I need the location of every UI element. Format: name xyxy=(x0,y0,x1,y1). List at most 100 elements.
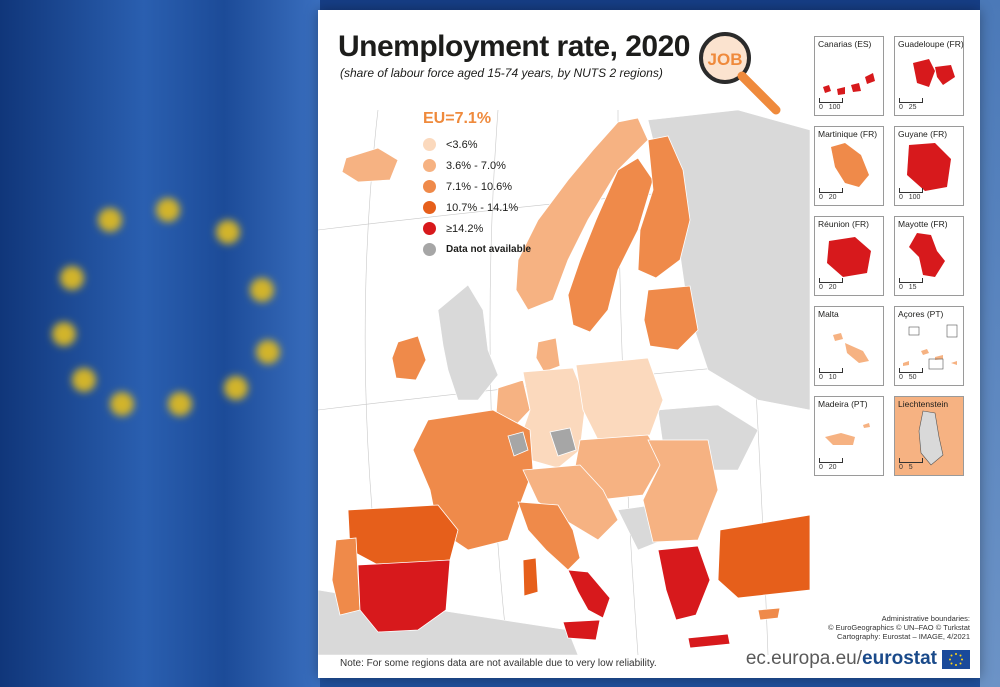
inset-label: Madeira (PT) xyxy=(818,399,868,409)
inset-guadeloupe: Guadeloupe (FR) 0 25 xyxy=(894,36,964,116)
job-badge: JOB xyxy=(708,50,743,69)
scale-bar: 0 100 xyxy=(899,188,923,201)
page-title: Unemployment rate, 2020 xyxy=(338,30,690,63)
inset-label: Açores (PT) xyxy=(898,309,944,319)
scale-bar: 0 25 xyxy=(899,98,923,111)
scale-bar: 0 5 xyxy=(899,458,923,471)
inset-canarias: Canarias (ES) 0 100 xyxy=(814,36,884,116)
inset-shape xyxy=(827,237,871,277)
map-legend: EU=7.1% <3.6% 3.6% - 7.0% 7.1% - 10.6% 1… xyxy=(423,110,531,260)
scale-bar: 0 20 xyxy=(819,278,843,291)
inset-shape xyxy=(823,73,875,95)
map-credits: Administrative boundaries: © EuroGeograp… xyxy=(828,614,970,641)
inset-shape xyxy=(833,333,869,363)
region-sardinia xyxy=(522,557,539,597)
inset-shape xyxy=(903,324,958,370)
inset-shape xyxy=(913,59,955,87)
inset-shape xyxy=(825,423,870,445)
region-baltics xyxy=(643,285,699,351)
region-poland xyxy=(575,357,664,441)
great-britain-shape xyxy=(437,284,499,401)
inset-label: Réunion (FR) xyxy=(818,219,870,229)
legend-swatch xyxy=(423,243,436,256)
legend-item: 3.6% - 7.0% xyxy=(423,155,531,176)
region-greece xyxy=(657,545,711,621)
inset-label: Liechtenstein xyxy=(898,399,949,409)
legend-swatch xyxy=(423,180,436,193)
inset-martinique: Martinique (FR) 0 20 xyxy=(814,126,884,206)
region-spain-south xyxy=(357,559,451,633)
inset-madeira: Madeira (PT) 0 20 xyxy=(814,396,884,476)
legend-label: 7.1% - 10.6% xyxy=(446,180,513,193)
flag-edge xyxy=(980,0,1000,687)
inset-label: Guadeloupe (FR) xyxy=(898,39,964,49)
inset-liechtenstein: Liechtenstein 0 5 xyxy=(894,396,964,476)
region-ireland xyxy=(391,335,427,381)
scale-bar: 0 20 xyxy=(819,188,843,201)
inset-shape xyxy=(831,143,869,187)
brand-url: ec.europa.eu/ xyxy=(745,648,863,669)
region-germany xyxy=(522,367,587,469)
scale-bar: 0 100 xyxy=(819,98,843,111)
region-crete xyxy=(687,633,731,649)
eu-flag-icon xyxy=(942,649,970,669)
eu-flag-background xyxy=(0,0,320,687)
legend-swatch xyxy=(423,159,436,172)
legend-swatch xyxy=(423,201,436,214)
scale-bar: 0 10 xyxy=(819,368,843,381)
footnote: Note: For some regions data are not avai… xyxy=(340,658,657,669)
region-italy-south xyxy=(567,569,611,619)
legend-item: <3.6% xyxy=(423,134,531,155)
eurostat-brand[interactable]: ec.europa.eu/eurostat xyxy=(746,648,970,670)
inset-mayotte: Mayotte (FR) 0 15 xyxy=(894,216,964,296)
region-no-data-2 xyxy=(549,427,577,457)
region-norway xyxy=(515,117,649,311)
inset-label: Martinique (FR) xyxy=(818,129,878,139)
region-no-data-1 xyxy=(507,431,529,457)
legend-label: <3.6% xyxy=(446,138,478,151)
legend-item: ≥14.2% xyxy=(423,218,531,239)
scale-bar: 0 20 xyxy=(819,458,843,471)
inset-label: Malta xyxy=(818,309,839,319)
infographic-card: Unemployment rate, 2020 (share of labour… xyxy=(318,10,980,678)
scale-bar: 0 50 xyxy=(899,368,923,381)
region-denmark xyxy=(535,337,561,373)
region-italy-north xyxy=(517,501,581,571)
region-finland xyxy=(637,135,691,279)
legend-swatch xyxy=(423,138,436,151)
region-turkey-west xyxy=(717,514,810,599)
region-iberia-north xyxy=(347,504,459,566)
legend-label: 10.7% - 14.1% xyxy=(446,201,519,214)
europe-map xyxy=(318,110,810,655)
russia-context-shape xyxy=(647,110,810,411)
legend-label: Data not available xyxy=(446,244,532,255)
legend-label: ≥14.2% xyxy=(446,222,484,235)
region-cyprus xyxy=(757,607,781,621)
inset-shape xyxy=(909,233,945,277)
scale-bar: 0 15 xyxy=(899,278,923,291)
credits-line: Cartography: Eurostat – IMAGE, 4/2021 xyxy=(837,632,970,641)
page-subtitle: (share of labour force aged 15-74 years,… xyxy=(340,66,663,80)
legend-item: 7.1% - 10.6% xyxy=(423,176,531,197)
inset-shape xyxy=(907,143,951,191)
region-romania-bulgaria xyxy=(642,439,719,543)
inset-reunion: Réunion (FR) 0 20 xyxy=(814,216,884,296)
credits-line: Administrative boundaries: xyxy=(881,614,970,623)
inset-shape xyxy=(918,410,944,466)
legend-item: Data not available xyxy=(423,239,531,260)
inset-guyane: Guyane (FR) 0 100 xyxy=(894,126,964,206)
region-sicily xyxy=(562,619,601,641)
inset-malta: Malta 0 10 xyxy=(814,306,884,386)
credits-line: © EuroGeographics © UN–FAO © Turkstat xyxy=(827,623,970,632)
inset-label: Mayotte (FR) xyxy=(898,219,948,229)
brand-name: eurostat xyxy=(862,648,937,669)
legend-label: 3.6% - 7.0% xyxy=(446,159,506,172)
inset-label: Guyane (FR) xyxy=(898,129,948,139)
inset-acores: Açores (PT) 0 50 xyxy=(894,306,964,386)
region-sweden xyxy=(567,157,654,333)
job-magnifier-icon: JOB xyxy=(699,32,781,115)
region-portugal xyxy=(331,537,361,616)
legend-swatch xyxy=(423,222,436,235)
region-iceland xyxy=(341,147,399,183)
legend-item: 10.7% - 14.1% xyxy=(423,197,531,218)
